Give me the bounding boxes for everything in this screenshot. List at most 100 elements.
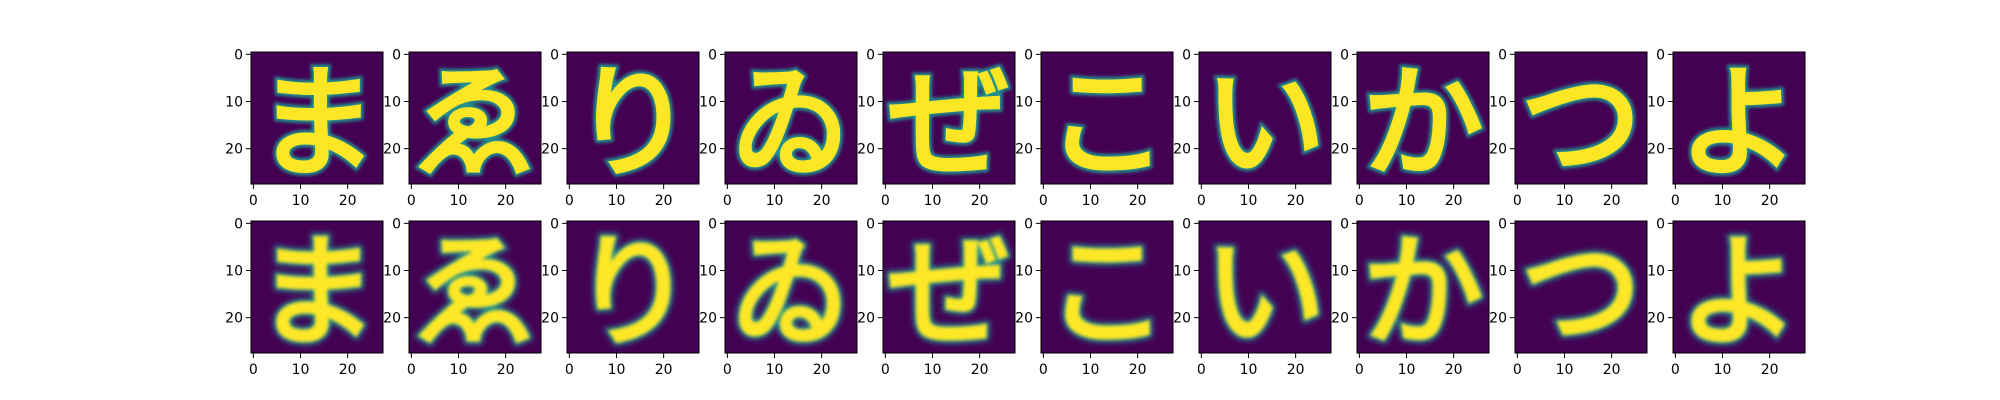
y-tick-label: 10 [857, 264, 875, 280]
x-tick-label: 10 [608, 193, 626, 209]
y-tick-label: 20 [699, 311, 717, 327]
panel-background [1357, 52, 1489, 184]
y-tick-label: 20 [1173, 311, 1191, 327]
x-tick-label: 10 [1556, 193, 1574, 209]
x-tick-label: 20 [339, 193, 357, 209]
glyph-image: ゐゐ [726, 221, 857, 353]
glyph-image: りり [568, 52, 699, 195]
y-tick-label: 0 [866, 47, 875, 63]
x-tick-label: 0 [881, 362, 890, 378]
x-tick-label: 10 [450, 362, 468, 378]
x-tick-label: 10 [766, 362, 784, 378]
x-tick-label: 10 [1082, 362, 1100, 378]
glyph-core: よ [1678, 222, 1799, 364]
y-tick-label: 0 [1498, 216, 1507, 232]
glyph-halo: よ [1678, 53, 1799, 195]
y-tick-label: 0 [708, 47, 717, 63]
x-tick-label: 0 [1513, 362, 1522, 378]
x-tick-label: 20 [1445, 193, 1463, 209]
y-tick-label: 20 [1331, 142, 1349, 158]
x-tick-label: 0 [1671, 362, 1680, 378]
glyph-image: つつ [1516, 221, 1647, 353]
glyph-image: ゑゑ [410, 52, 541, 195]
axes-frame [1514, 51, 1648, 185]
y-tick-label: 20 [225, 311, 243, 327]
panel-background [1199, 221, 1331, 353]
x-tick-label: 20 [813, 362, 831, 378]
x-tick-label: 20 [971, 193, 989, 209]
axes-frame [1356, 51, 1490, 185]
glyph-core: こ [1046, 53, 1167, 195]
axes-frame [1198, 51, 1332, 185]
glyph-halo: ぜ [888, 222, 1009, 364]
y-tick-label: 10 [1173, 95, 1191, 111]
x-tick-label: 20 [1603, 193, 1621, 209]
x-tick-label: 10 [1714, 362, 1732, 378]
x-tick-label: 10 [1398, 193, 1416, 209]
y-tick-label: 10 [1489, 264, 1507, 280]
x-tick-label: 0 [1671, 193, 1680, 209]
x-tick-label: 0 [249, 362, 258, 378]
x-tick-label: 10 [1082, 193, 1100, 209]
glyph-core: り [572, 222, 693, 364]
glyph-halo: ゑ [414, 53, 535, 195]
y-tick-label: 0 [234, 216, 243, 232]
y-tick-label: 10 [225, 264, 243, 280]
y-tick-label: 10 [699, 264, 717, 280]
y-tick-label: 20 [225, 142, 243, 158]
glyph-core: り [572, 53, 693, 195]
x-tick-label: 20 [655, 193, 673, 209]
y-tick-label: 0 [1340, 47, 1349, 63]
x-tick-label: 20 [971, 362, 989, 378]
x-tick-label: 0 [1513, 193, 1522, 209]
glyph-core: ゑ [414, 53, 535, 195]
x-tick-label: 0 [1197, 362, 1206, 378]
x-tick-label: 20 [1129, 193, 1147, 209]
panel-background [725, 52, 857, 184]
axes-frame [1672, 220, 1806, 354]
axes-frame [1672, 51, 1806, 185]
x-tick-label: 0 [723, 362, 732, 378]
x-tick-label: 20 [655, 362, 673, 378]
glyph-image: いい [1200, 52, 1331, 184]
y-tick-label: 10 [1015, 264, 1033, 280]
y-tick-label: 10 [225, 95, 243, 111]
glyph-halo: ゐ [730, 53, 851, 195]
y-tick-label: 0 [1182, 47, 1191, 63]
glyph-halo: ま [256, 53, 377, 195]
y-tick-label: 20 [1489, 311, 1507, 327]
y-tick-label: 10 [1173, 264, 1191, 280]
x-tick-label: 10 [608, 362, 626, 378]
x-tick-label: 10 [924, 362, 942, 378]
axes-frame [724, 220, 858, 354]
y-tick-label: 10 [541, 95, 559, 111]
x-tick-label: 0 [1355, 362, 1364, 378]
x-tick-label: 0 [565, 193, 574, 209]
y-tick-label: 20 [1647, 142, 1665, 158]
axes-frame [250, 51, 384, 185]
glyph-image: ここ [1042, 221, 1173, 353]
y-tick-label: 0 [866, 216, 875, 232]
x-tick-label: 20 [497, 362, 515, 378]
y-tick-label: 10 [1647, 264, 1665, 280]
x-tick-label: 20 [497, 193, 515, 209]
panel-background [567, 52, 699, 184]
panel-background [1041, 221, 1173, 353]
y-tick-label: 0 [1656, 47, 1665, 63]
y-tick-label: 0 [1656, 216, 1665, 232]
y-tick-label: 0 [1024, 47, 1033, 63]
